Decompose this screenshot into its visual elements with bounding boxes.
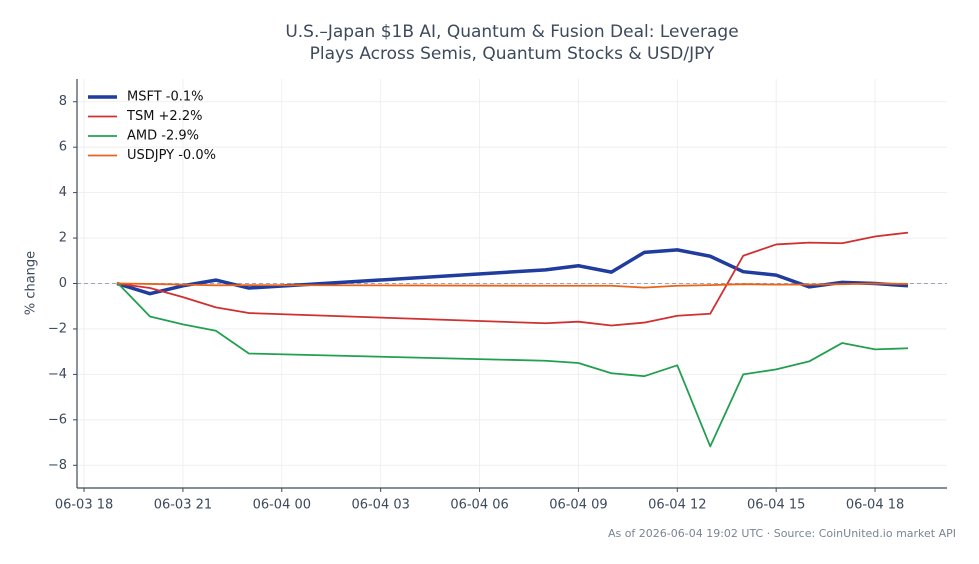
legend-label: AMD -2.9% — [127, 129, 199, 144]
y-tick-label: 8 — [59, 94, 67, 109]
x-tick-label: 06-03 21 — [154, 498, 212, 513]
y-tick-label: 4 — [59, 185, 67, 200]
y-tick-label: 2 — [59, 231, 67, 246]
x-tick-label: 06-04 09 — [549, 498, 607, 513]
y-tick-label: 0 — [59, 276, 67, 291]
series-line — [116, 282, 909, 289]
x-tick-label: 06-04 12 — [648, 498, 706, 513]
x-tick-label: 06-03 18 — [55, 498, 113, 513]
series-line — [116, 231, 909, 327]
x-tick-label: 06-04 06 — [450, 498, 508, 513]
legend-label: MSFT -0.1% — [127, 90, 204, 105]
legend-label: USDJPY -0.0% — [127, 148, 216, 163]
y-tick-label: −8 — [48, 458, 67, 473]
series-line — [116, 248, 909, 296]
chart-title: U.S.–Japan $1B AI, Quantum & Fusion Deal… — [285, 22, 739, 64]
x-tick-label: 06-04 18 — [846, 498, 904, 513]
x-tick-label: 06-04 00 — [253, 498, 311, 513]
y-tick-label: −6 — [48, 412, 67, 427]
y-tick-label: −2 — [48, 321, 67, 336]
annotation: As of 2026-06-04 19:02 UTC · Source: Coi… — [608, 527, 956, 540]
y-tick-label: 6 — [59, 140, 67, 155]
series-line — [116, 281, 909, 448]
legend-label: TSM +2.2% — [126, 109, 202, 124]
x-tick-label: 06-04 15 — [747, 498, 805, 513]
y-axis-label: % change — [24, 251, 39, 315]
x-tick-label: 06-04 03 — [351, 498, 409, 513]
y-tick-label: −4 — [48, 367, 67, 382]
